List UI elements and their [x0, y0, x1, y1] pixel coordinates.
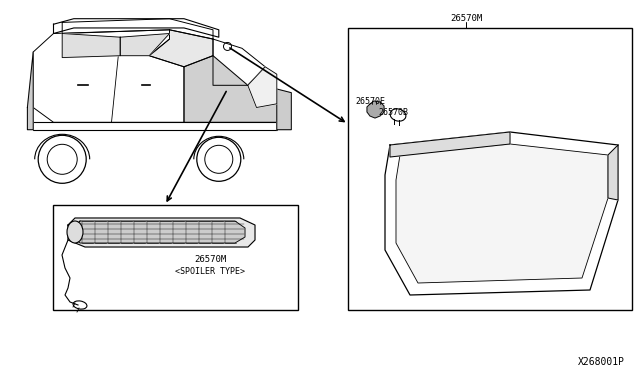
Polygon shape — [72, 221, 245, 243]
Polygon shape — [608, 145, 618, 200]
Bar — [348, 28, 632, 310]
Polygon shape — [396, 144, 608, 283]
Bar — [53, 205, 298, 310]
Ellipse shape — [67, 221, 83, 243]
Polygon shape — [213, 39, 265, 85]
Polygon shape — [62, 19, 213, 39]
Polygon shape — [276, 89, 291, 130]
Text: <SPOILER TYPE>: <SPOILER TYPE> — [175, 267, 245, 276]
Circle shape — [196, 137, 241, 181]
Polygon shape — [248, 67, 276, 108]
Polygon shape — [68, 218, 255, 247]
Polygon shape — [62, 33, 120, 58]
Text: 26570M: 26570M — [194, 256, 226, 264]
Polygon shape — [367, 101, 384, 118]
Polygon shape — [184, 56, 276, 122]
Polygon shape — [385, 132, 618, 295]
Text: 26570E: 26570E — [355, 96, 385, 106]
Polygon shape — [120, 33, 170, 56]
Text: X268001P: X268001P — [578, 357, 625, 367]
Circle shape — [38, 135, 86, 183]
Polygon shape — [149, 30, 213, 67]
Text: 26570B: 26570B — [378, 108, 408, 116]
Polygon shape — [390, 132, 510, 157]
Polygon shape — [33, 30, 184, 122]
Polygon shape — [28, 52, 33, 130]
Text: 26570M: 26570M — [450, 13, 482, 22]
